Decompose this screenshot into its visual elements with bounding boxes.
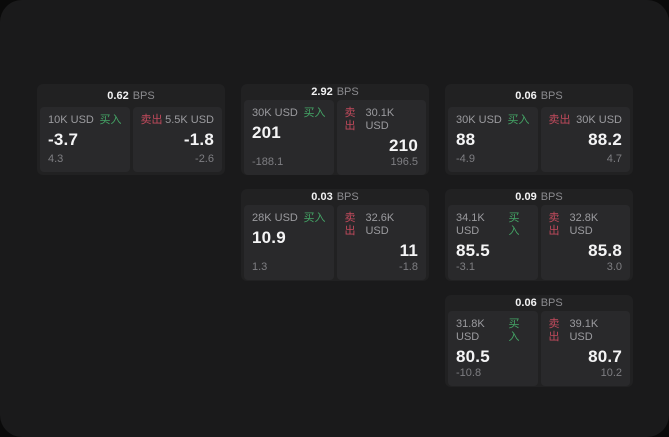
bps-unit: BPS	[540, 191, 563, 203]
sell-sub-value: 10.2	[600, 367, 622, 379]
quote-card: 0.06 BPS 30K USD 买入 88 -4.9 卖出 30K USD	[445, 84, 633, 175]
buy-label: 买入	[303, 212, 326, 224]
bps-value: 0.06	[515, 297, 537, 309]
buy-cell[interactable]: 30K USD 买入 201 -188.1	[244, 100, 334, 175]
sell-label: 卖出	[548, 212, 560, 237]
buy-amount: 28K USD	[252, 212, 298, 224]
quote-card: 0.03 BPS 28K USD 买入 10.9 1.3 卖出 32.6K US…	[241, 189, 429, 281]
sell-price: 11	[399, 241, 418, 260]
quote-card: 0.62 BPS 10K USD 买入 -3.7 4.3 卖出 5.5K USD	[37, 84, 225, 175]
card-header: 0.06 BPS	[445, 84, 633, 105]
sell-label: 卖出	[548, 318, 560, 343]
card-header: 2.92 BPS	[241, 84, 429, 98]
buy-sub-value: 1.3	[252, 261, 268, 273]
buy-amount: 31.8K USD	[456, 318, 485, 343]
sell-amount: 39.1K USD	[569, 318, 599, 343]
buy-sub-value: -10.8	[456, 367, 482, 379]
buy-label: 买入	[99, 114, 122, 126]
sell-price: 80.7	[588, 347, 622, 366]
buy-amount: 30K USD	[456, 114, 502, 126]
buy-amount: 34.1K USD	[456, 212, 485, 237]
sell-price: 210	[389, 136, 418, 155]
bps-value: 0.62	[107, 89, 129, 102]
buy-cell[interactable]: 10K USD 买入 -3.7 4.3	[40, 107, 130, 172]
bps-unit: BPS	[132, 89, 155, 102]
quote-card: 0.06 BPS 31.8K USD 买入 80.5 -10.8 卖出 39.1…	[445, 295, 633, 387]
sell-sub-value: -1.8	[399, 261, 418, 273]
sell-sub-value: 3.0	[606, 261, 622, 273]
buy-label: 买入	[508, 318, 520, 343]
sell-cell[interactable]: 卖出 32.6K USD 11 -1.8	[336, 205, 426, 280]
buy-label: 买入	[508, 212, 520, 237]
buy-cell[interactable]: 31.8K USD 买入 80.5 -10.8	[448, 311, 538, 386]
sell-amount: 30.1K USD	[365, 107, 395, 132]
sell-cell[interactable]: 卖出 5.5K USD -1.8 -2.6	[132, 107, 222, 172]
bps-value: 0.03	[311, 191, 333, 203]
sell-label: 卖出	[548, 114, 571, 126]
card-header: 0.03 BPS	[241, 189, 429, 203]
bps-unit: BPS	[336, 191, 359, 203]
buy-sub-value: -4.9	[456, 153, 475, 165]
sell-price: -1.8	[183, 130, 214, 149]
card-header: 0.06 BPS	[445, 295, 633, 309]
bps-unit: BPS	[336, 86, 359, 98]
bps-unit: BPS	[540, 89, 563, 102]
sell-cell[interactable]: 卖出 30.1K USD 210 196.5	[336, 100, 426, 175]
card-header: 0.62 BPS	[37, 84, 225, 105]
bps-value: 2.92	[311, 86, 333, 98]
sell-price: 88.2	[588, 130, 622, 149]
sell-sub-value: 196.5	[390, 156, 418, 168]
buy-sub-value: -3.1	[456, 261, 475, 273]
quote-card: 2.92 BPS 30K USD 买入 201 -188.1 卖出 30.1K …	[241, 84, 429, 175]
sell-price: 85.8	[588, 241, 622, 260]
buy-price: 88	[456, 130, 476, 149]
buy-price: 10.9	[252, 228, 286, 247]
sell-label: 卖出	[140, 114, 163, 126]
buy-amount: 30K USD	[252, 107, 298, 119]
sell-cell[interactable]: 卖出 32.8K USD 85.8 3.0	[540, 205, 630, 280]
sell-amount: 32.6K USD	[365, 212, 395, 237]
buy-sub-value: 4.3	[48, 153, 64, 165]
buy-label: 买入	[507, 114, 530, 126]
bps-value: 0.06	[515, 89, 537, 102]
quote-card: 0.09 BPS 34.1K USD 买入 85.5 -3.1 卖出 32.8K…	[445, 189, 633, 281]
sell-cell[interactable]: 卖出 39.1K USD 80.7 10.2	[540, 311, 630, 386]
buy-price: 85.5	[456, 241, 490, 260]
sell-amount: 5.5K USD	[165, 114, 214, 126]
buy-cell[interactable]: 28K USD 买入 10.9 1.3	[244, 205, 334, 280]
buy-label: 买入	[303, 107, 326, 119]
sell-amount: 32.8K USD	[569, 212, 599, 237]
sell-sub-value: -2.6	[195, 153, 214, 165]
buy-price: -3.7	[48, 130, 79, 149]
sell-label: 卖出	[344, 107, 356, 132]
buy-cell[interactable]: 30K USD 买入 88 -4.9	[448, 107, 538, 172]
bps-unit: BPS	[540, 297, 563, 309]
buy-amount: 10K USD	[48, 114, 94, 126]
buy-cell[interactable]: 34.1K USD 买入 85.5 -3.1	[448, 205, 538, 280]
buy-sub-value: -188.1	[252, 156, 284, 168]
buy-price: 80.5	[456, 347, 490, 366]
card-header: 0.09 BPS	[445, 189, 633, 203]
quote-card-grid: 0.62 BPS 10K USD 买入 -3.7 4.3 卖出 5.5K USD	[37, 84, 633, 387]
sell-label: 卖出	[344, 212, 356, 237]
sell-cell[interactable]: 卖出 30K USD 88.2 4.7	[540, 107, 630, 172]
sell-sub-value: 4.7	[606, 153, 622, 165]
bps-value: 0.09	[515, 191, 537, 203]
buy-price: 201	[252, 123, 281, 142]
sell-amount: 30K USD	[576, 114, 622, 126]
